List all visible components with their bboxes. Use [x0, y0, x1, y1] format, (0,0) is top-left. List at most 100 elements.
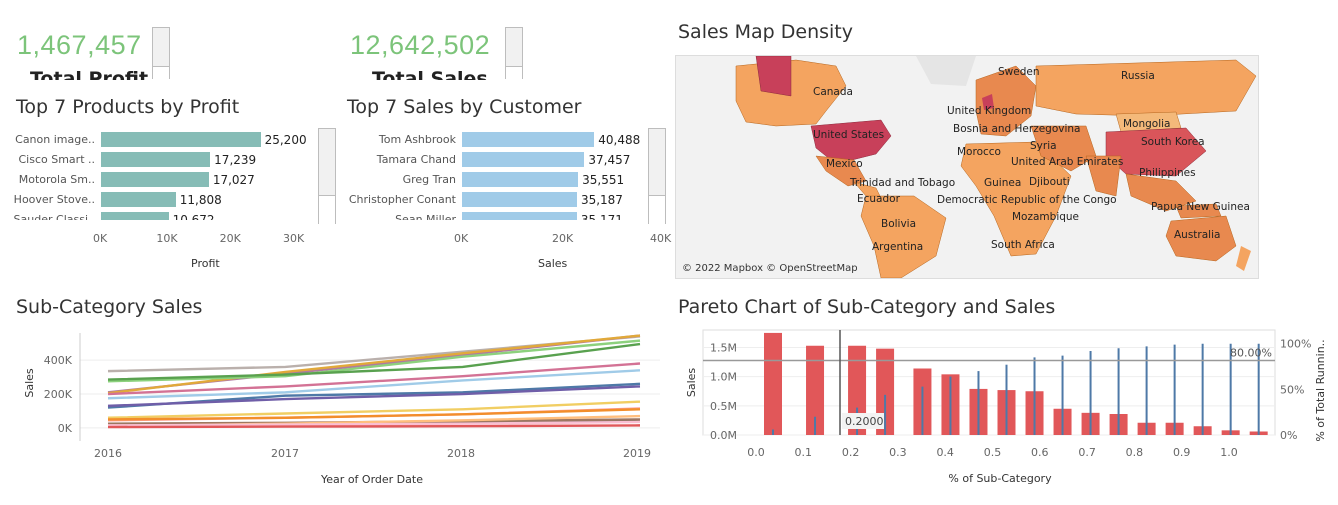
bar-row-label: Cisco Smart ..	[18, 153, 95, 166]
y-tick-label: 0K	[58, 422, 73, 435]
region-russia[interactable]	[1035, 59, 1257, 117]
pareto-title: Pareto Chart of Sub-Category and Sales	[678, 296, 1056, 318]
y-tick-label: 0.5M	[710, 400, 737, 413]
map-country-label: Bolivia	[881, 218, 917, 230]
map-country-label: Djibouti	[1029, 176, 1070, 188]
x-axis-title: Year of Order Date	[320, 473, 423, 486]
x-tick-label: 30K	[283, 232, 305, 245]
subcategory-sales-chart: 0K 200K 400K 2016 2017 2018 2019 Year of Order …	[23, 333, 660, 486]
y-tick-label: 1.5M	[710, 342, 737, 355]
map-country-label: South Korea	[1141, 136, 1205, 148]
top-products-scrollbar[interactable]	[318, 128, 336, 224]
sales-scrollbar[interactable]	[505, 27, 523, 79]
sales-scroll-thumb[interactable]	[506, 66, 522, 79]
profit-scroll-thumb[interactable]	[153, 66, 169, 79]
y2-tick-label: 50%	[1280, 383, 1304, 396]
map-country-label: Argentina	[872, 241, 924, 253]
top-customers-axis-title: Sales	[538, 257, 568, 270]
bar-value-label: 17,239	[214, 153, 257, 167]
bar-row-label: Hoover Stove..	[13, 193, 95, 206]
series-line[interactable]	[107, 342, 641, 381]
total-sales-value: 12,642,502	[350, 30, 491, 60]
x-tick-label: 20K	[552, 232, 574, 245]
top-products-title: Top 7 Products by Profit	[16, 96, 240, 118]
x-tick-label: 2018	[447, 447, 475, 460]
region-new-zealand[interactable]	[1236, 246, 1251, 271]
map-country-label: Mexico	[826, 158, 863, 170]
series-line[interactable]	[107, 408, 641, 421]
profit-scrollbar[interactable]	[152, 27, 170, 79]
map-country-label: Morocco	[957, 146, 1001, 158]
bar[interactable]	[101, 132, 261, 147]
pareto-bar[interactable]	[848, 345, 867, 435]
bar[interactable]	[101, 152, 211, 167]
bar[interactable]	[101, 172, 209, 187]
top-customers-scrollbar[interactable]	[648, 128, 666, 224]
map-country-label: Russia	[1121, 70, 1155, 82]
region-united-states[interactable]	[810, 119, 892, 165]
bar-value-label: 17,027	[212, 173, 255, 187]
map-country-label: Ecuador	[857, 193, 900, 205]
region-europe[interactable]	[975, 65, 1037, 137]
total-profit-label: Total Profit	[30, 68, 149, 80]
bar-value-label: 40,488	[598, 133, 641, 147]
region-uk[interactable]	[982, 94, 994, 110]
series-line[interactable]	[107, 420, 641, 427]
x-tick-label: 0.7	[1078, 446, 1096, 459]
pareto-bar[interactable]	[806, 345, 825, 435]
map-country-label: Papua New Guinea	[1151, 201, 1250, 213]
top-products-chart: Canon image.. 25,200 Cisco Smart .. 17,239 M…	[0, 128, 320, 220]
series-line[interactable]	[107, 362, 641, 396]
bar-row-label: Greg Tran	[402, 173, 456, 186]
map-country-label: Australia	[1174, 229, 1221, 241]
map-country-label: Bosnia and Herzegovina	[953, 123, 1081, 135]
region-australia[interactable]	[1165, 215, 1237, 262]
bar-row-label: Sauder Classi..	[13, 213, 95, 220]
y-axis-title: Sales	[23, 368, 36, 398]
reference-x-label: 0.2000	[845, 415, 884, 428]
bar-value-label: 35,187	[580, 193, 623, 207]
map-country-label: Mongolia	[1123, 118, 1171, 130]
bar[interactable]	[462, 132, 595, 147]
sales-map-svg[interactable]	[676, 56, 1258, 278]
region-alaska[interactable]	[755, 56, 792, 97]
bar[interactable]	[101, 192, 176, 207]
region-greenland[interactable]	[916, 56, 976, 86]
x-tick-label: 0K	[454, 232, 469, 245]
series-line[interactable]	[107, 339, 641, 383]
region-south-america[interactable]	[860, 195, 947, 278]
series-line[interactable]	[107, 369, 641, 400]
region-papua[interactable]	[1175, 203, 1222, 219]
series-line[interactable]	[107, 385, 641, 408]
bar[interactable]	[462, 172, 579, 187]
bar-row-label: Tom Ashbrook	[378, 133, 456, 146]
top-customers-scroll-thumb[interactable]	[649, 195, 665, 224]
sales-map[interactable]: Sweden Russia Canada United Kingdom Bosnia a…	[675, 55, 1259, 279]
x-axis-title: % of Sub-Category	[948, 472, 1052, 485]
total-profit-value: 1,467,457	[17, 30, 142, 60]
map-country-label: United Kingdom	[947, 105, 1032, 117]
bar[interactable]	[101, 212, 169, 220]
bar[interactable]	[462, 152, 585, 167]
map-country-label: United States	[813, 129, 885, 141]
bar[interactable]	[462, 212, 577, 220]
series-line[interactable]	[107, 424, 641, 429]
y2-tick-label: 0%	[1280, 429, 1297, 442]
region-middle-east[interactable]	[1030, 125, 1097, 172]
x-tick-label: 0.6	[1031, 446, 1049, 459]
series-line[interactable]	[107, 334, 641, 395]
x-tick-label: 0K	[93, 232, 108, 245]
pareto-bar[interactable]	[764, 332, 782, 435]
y-tick-label: 1.0M	[710, 371, 737, 384]
y-tick-label: 400K	[44, 354, 73, 367]
x-tick-label: 2017	[271, 447, 299, 460]
top-products-scroll-thumb[interactable]	[319, 195, 335, 224]
region-india[interactable]	[1085, 155, 1122, 197]
x-tick-label: 1.0	[1220, 446, 1238, 459]
reference-x-label-bg	[842, 413, 884, 429]
bar-value-label: 37,457	[588, 153, 631, 167]
bar[interactable]	[462, 192, 577, 207]
top-customers-title: Top 7 Sales by Customer	[347, 96, 582, 118]
top-products-axis-title: Profit	[191, 257, 220, 270]
series-line[interactable]	[107, 400, 641, 419]
